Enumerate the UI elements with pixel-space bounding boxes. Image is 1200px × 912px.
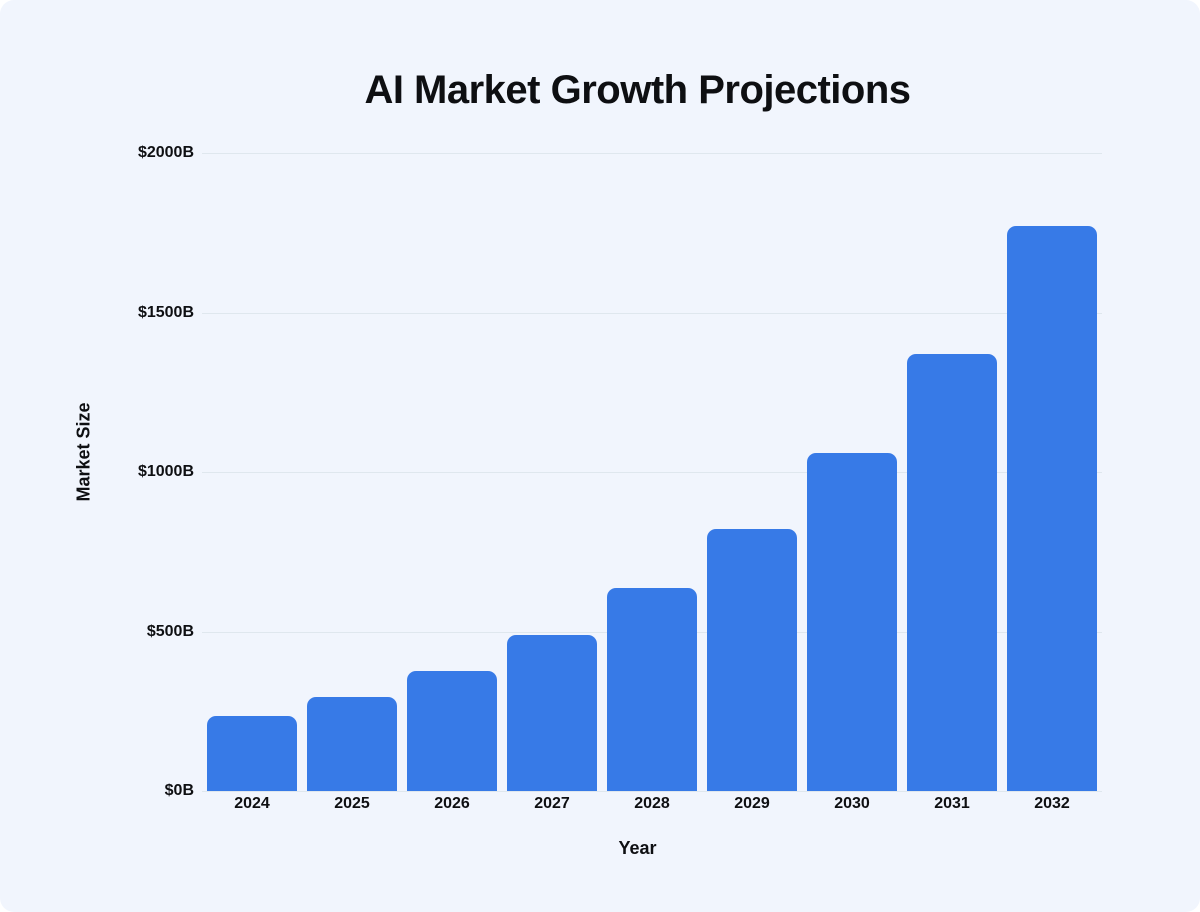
bar-2032 [1007, 226, 1097, 791]
bar-2028 [607, 588, 697, 791]
y-tick-labels: $2000B $1500B $1000B $500B $0B [0, 144, 194, 799]
bar-slot-2029 [702, 153, 802, 791]
x-tick-2030: 2030 [834, 795, 870, 812]
bar-2026 [407, 671, 497, 791]
y-tick-500: $500B [146, 622, 194, 640]
x-tick-2027: 2027 [534, 795, 570, 812]
gridline-1000 [202, 472, 1102, 473]
plot-area [202, 153, 1102, 792]
x-axis-title: Year [618, 838, 657, 858]
x-tick-2032: 2032 [1034, 795, 1070, 812]
bar-2027 [507, 634, 597, 791]
x-tick-2028: 2028 [634, 795, 670, 812]
gridline-0 [202, 791, 1102, 792]
bar-slot-2031 [902, 153, 1002, 791]
y-tick-1500: $1500B [137, 303, 194, 321]
y-tick-2000: $2000B [137, 144, 194, 161]
bar-2031 [907, 354, 997, 791]
bar-slot-2032 [1002, 153, 1102, 791]
y-tick-0: $0B [164, 782, 194, 799]
bar-slot-2026 [402, 153, 502, 791]
x-tick-labels: 2024 2025 2026 2027 2028 2029 2030 2031 2032 [202, 795, 1102, 813]
chart-title: AI Market Growth Projections [364, 68, 911, 112]
bar-series [202, 153, 1102, 791]
bar-2030 [807, 452, 897, 791]
x-tick-2026: 2026 [434, 795, 470, 812]
x-tick-2025: 2025 [334, 795, 370, 812]
bar-slot-2027 [502, 153, 602, 791]
bar-2025 [307, 696, 397, 791]
gridline-2000 [202, 153, 1102, 154]
x-tick-2029: 2029 [734, 795, 770, 812]
bar-2024 [207, 716, 297, 791]
bar-slot-2030 [802, 153, 902, 791]
bar-2029 [707, 529, 797, 791]
bar-slot-2028 [602, 153, 702, 791]
x-tick-2024: 2024 [234, 795, 270, 812]
y-tick-1000: $1000B [137, 463, 194, 480]
gridline-1500 [202, 312, 1102, 314]
bar-slot-2024 [202, 153, 302, 791]
x-tick-2031: 2031 [934, 795, 970, 812]
bar-slot-2025 [302, 153, 402, 791]
